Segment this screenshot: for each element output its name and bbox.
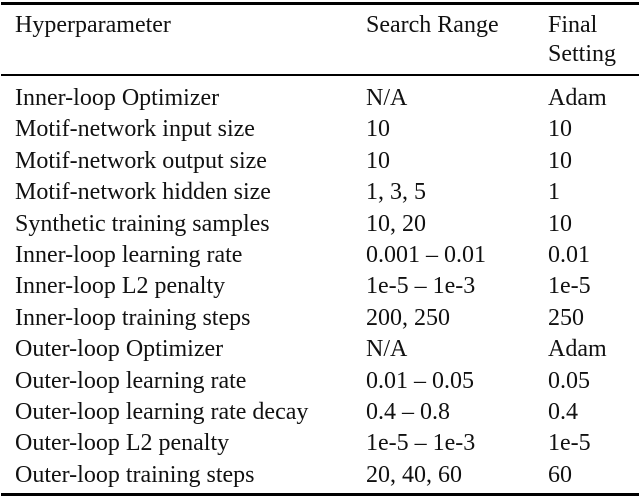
cell-search-range: 10: [366, 116, 390, 143]
table-mid-rule: [1, 74, 639, 76]
cell-search-range: 0.001 – 0.01: [366, 242, 486, 269]
cell-hyperparameter: Inner-loop L2 penalty: [15, 273, 226, 300]
table-row: Motif-network input size 10 10: [0, 114, 640, 145]
cell-hyperparameter: Outer-loop training steps: [15, 461, 255, 488]
header-hyperparameter: Hyperparameter: [15, 12, 171, 38]
table-row: Outer-loop L2 penalty 1e-5 – 1e-3 1e-5: [0, 428, 640, 459]
cell-hyperparameter: Synthetic training samples: [15, 210, 270, 237]
cell-hyperparameter: Outer-loop learning rate decay: [15, 399, 309, 426]
cell-final-setting: 10: [548, 210, 572, 237]
cell-hyperparameter: Motif-network output size: [15, 147, 267, 174]
cell-final-setting: Adam: [548, 336, 607, 363]
cell-final-setting: 10: [548, 147, 572, 174]
cell-search-range: N/A: [366, 336, 408, 363]
table-row: Motif-network hidden size 1, 3, 5 1: [0, 177, 640, 208]
cell-search-range: 1e-5 – 1e-3: [366, 273, 476, 300]
table-row: Inner-loop training steps 200, 250 250: [0, 303, 640, 334]
cell-search-range: 0.4 – 0.8: [366, 399, 450, 426]
cell-search-range: 1e-5 – 1e-3: [366, 430, 476, 457]
cell-search-range: N/A: [366, 85, 408, 111]
table-bottom-rule: [1, 493, 639, 496]
cell-search-range: 20, 40, 60: [366, 461, 462, 488]
cell-search-range: 1, 3, 5: [366, 179, 426, 206]
cell-search-range: 0.01 – 0.05: [366, 367, 474, 394]
header-search-range: Search Range: [366, 12, 499, 38]
header-final-setting: Final Setting: [548, 12, 617, 67]
cell-hyperparameter: Inner-loop training steps: [15, 304, 251, 331]
cell-hyperparameter: Outer-loop learning rate: [15, 367, 247, 394]
table-row: Outer-loop training steps 20, 40, 60 60: [0, 460, 640, 491]
table-body: Inner-loop Optimizer N/A Adam Motif-netw…: [0, 83, 640, 491]
table-row: Inner-loop learning rate 0.001 – 0.01 0.…: [0, 240, 640, 271]
cell-final-setting: 1: [548, 179, 560, 206]
cell-hyperparameter: Inner-loop learning rate: [15, 242, 243, 269]
cell-final-setting: 60: [548, 461, 572, 488]
table-row: Inner-loop Optimizer N/A Adam: [0, 83, 640, 114]
cell-search-range: 10, 20: [366, 210, 426, 237]
table-row: Outer-loop learning rate 0.01 – 0.05 0.0…: [0, 366, 640, 397]
table-row: Motif-network output size 10 10: [0, 146, 640, 177]
cell-final-setting: 0.4: [548, 399, 578, 426]
cell-hyperparameter: Outer-loop Optimizer: [15, 336, 224, 363]
table-header-row: Hyperparameter Search Range Final Settin…: [0, 11, 640, 69]
table-row: Outer-loop Optimizer N/A Adam: [0, 334, 640, 365]
cell-hyperparameter: Motif-network hidden size: [15, 179, 271, 206]
cell-search-range: 200, 250: [366, 304, 450, 331]
cell-final-setting: Adam: [548, 85, 607, 111]
cell-hyperparameter: Motif-network input size: [15, 116, 255, 143]
table-row: Synthetic training samples 10, 20 10: [0, 209, 640, 240]
cell-hyperparameter: Inner-loop Optimizer: [15, 85, 220, 111]
table-row: Outer-loop learning rate decay 0.4 – 0.8…: [0, 397, 640, 428]
cell-final-setting: 250: [548, 304, 584, 331]
table-top-rule: [1, 2, 639, 5]
table-row: Inner-loop L2 penalty 1e-5 – 1e-3 1e-5: [0, 271, 640, 302]
cell-final-setting: 1e-5: [548, 273, 591, 300]
cell-hyperparameter: Outer-loop L2 penalty: [15, 430, 230, 457]
cell-final-setting: 0.01: [548, 242, 590, 269]
cell-search-range: 10: [366, 147, 390, 174]
cell-final-setting: 10: [548, 116, 572, 143]
cell-final-setting: 0.05: [548, 367, 590, 394]
cell-final-setting: 1e-5: [548, 430, 591, 457]
